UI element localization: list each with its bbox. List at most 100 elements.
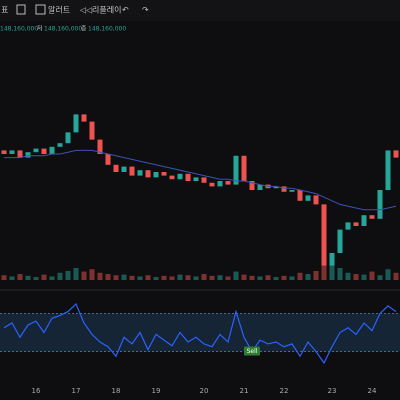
volume-bar xyxy=(337,268,343,280)
volume-bar xyxy=(57,272,63,280)
candle-body xyxy=(385,150,391,190)
volume-bar xyxy=(25,275,31,280)
volume-bar xyxy=(217,275,223,280)
x-tick-label: 17 xyxy=(72,387,81,395)
volume-bar xyxy=(377,275,383,280)
volume-bar xyxy=(145,275,151,280)
legend-value: 148,160,000 xyxy=(44,26,82,33)
volume-bar xyxy=(249,275,255,280)
candle-body xyxy=(305,195,311,201)
toolbar-item[interactable]: 리플레이 xyxy=(92,5,121,15)
volume-bar xyxy=(297,272,303,280)
volume-bar xyxy=(281,275,287,280)
replay-icon[interactable]: ◁◁ xyxy=(79,6,92,15)
candle-body xyxy=(169,175,175,180)
x-tick-label: 24 xyxy=(368,387,377,395)
volume-bar xyxy=(129,275,135,280)
volume-bar xyxy=(273,277,279,280)
volume-bar xyxy=(265,275,271,280)
volume-bar xyxy=(105,274,111,280)
volume-bar xyxy=(193,276,199,280)
volume-bar xyxy=(121,274,127,280)
legend-key: 종 xyxy=(81,26,87,33)
candle-body xyxy=(9,150,15,154)
candle-body xyxy=(161,172,167,176)
volume-bar xyxy=(169,276,175,280)
volume-bar xyxy=(73,268,79,280)
volume-bar xyxy=(41,274,47,280)
volume-bar xyxy=(225,276,231,280)
legend-line: 148,160,000 저 148,160,000 종 148,160,000 xyxy=(0,25,126,33)
volume-bar xyxy=(345,272,351,280)
volume-bar xyxy=(385,269,391,280)
volume-bar xyxy=(361,274,367,280)
candle-body xyxy=(225,181,231,185)
candle-body xyxy=(57,143,63,147)
volume-bar xyxy=(201,274,207,280)
toolbar-item[interactable]: 알러트 xyxy=(48,5,70,15)
x-tick-label: 19 xyxy=(152,387,161,395)
candle-body xyxy=(73,114,79,133)
candle-body xyxy=(1,150,7,154)
volume-bar xyxy=(185,275,191,280)
sell-label: Sell xyxy=(247,348,258,355)
volume-bar xyxy=(113,275,119,280)
candle-body xyxy=(177,173,183,180)
legend-value: 148,160,000 xyxy=(88,26,126,33)
candle-body xyxy=(97,139,103,154)
candle-body xyxy=(321,204,327,266)
legend-key: 저 xyxy=(37,25,43,33)
candle-body xyxy=(273,186,279,189)
candle-body xyxy=(65,132,71,144)
toolbar xyxy=(0,0,400,21)
candle-body xyxy=(185,173,191,181)
volume-bar xyxy=(305,274,311,280)
candle-body xyxy=(49,146,55,154)
x-tick-label: 16 xyxy=(32,387,41,395)
volume-bar xyxy=(209,275,215,280)
candle-body xyxy=(17,150,23,158)
candle-body xyxy=(89,121,95,140)
volume-bar xyxy=(49,276,55,280)
candle-body xyxy=(121,166,127,172)
volume-bar xyxy=(33,277,39,280)
candle-body xyxy=(129,166,135,176)
volume-bar xyxy=(161,275,167,280)
candle-body xyxy=(353,222,359,226)
volume-bar xyxy=(97,272,103,280)
undo[interactable]: ↶ xyxy=(121,6,129,15)
candle-body xyxy=(81,114,87,122)
toolbar-item[interactable]: 표 xyxy=(1,6,8,15)
icon[interactable] xyxy=(16,4,26,15)
candle-body xyxy=(361,215,367,226)
volume-bar xyxy=(369,271,375,280)
alert-icon[interactable] xyxy=(35,4,46,15)
legend-value: 148,160,000 xyxy=(0,26,38,33)
candle-body xyxy=(201,177,207,183)
volume-bar xyxy=(257,276,263,280)
candle-body xyxy=(193,177,199,181)
candle-body xyxy=(233,155,239,185)
volume-bar xyxy=(321,253,327,280)
candle-body xyxy=(329,253,335,266)
x-tick-label: 22 xyxy=(280,387,289,395)
volume-bar xyxy=(329,262,335,280)
candle-body xyxy=(297,190,303,201)
candle-body xyxy=(369,215,375,219)
candle-body xyxy=(257,184,263,190)
candle-body xyxy=(289,190,295,192)
x-tick-label: 20 xyxy=(200,387,209,395)
candle-body xyxy=(249,181,255,190)
volume-bar xyxy=(65,271,71,280)
volume-bar xyxy=(1,275,7,280)
candle-body xyxy=(137,170,143,176)
volume-bar xyxy=(177,274,183,280)
candle-body xyxy=(217,181,223,187)
candle-body xyxy=(393,150,399,158)
candle-body xyxy=(209,182,215,187)
candle-body xyxy=(41,148,47,154)
candle-body xyxy=(241,155,247,181)
redo[interactable]: ↷ xyxy=(142,6,149,15)
candle-body xyxy=(345,222,351,230)
